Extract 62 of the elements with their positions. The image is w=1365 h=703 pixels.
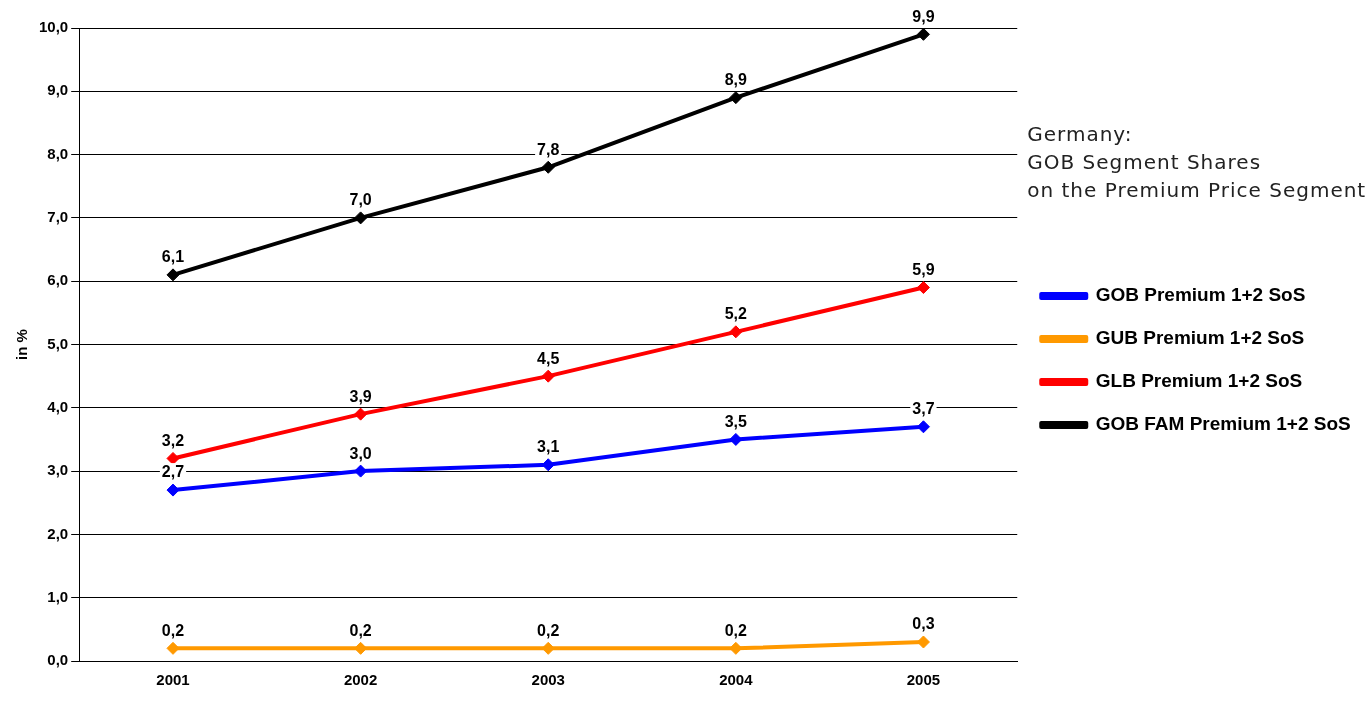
- x-tick-label: 2004: [719, 671, 754, 689]
- point: [354, 641, 368, 655]
- x-tick-label: 2002: [343, 671, 378, 689]
- point: [729, 91, 743, 105]
- data-label: 5,2: [724, 305, 748, 323]
- point: [729, 325, 743, 339]
- data-label: 0,2: [349, 621, 372, 639]
- y-tick-label: 3,0: [47, 461, 69, 479]
- legend-label: GUB Premium 1+2 SoS: [1095, 327, 1305, 349]
- point: [166, 268, 180, 282]
- y-axis-title: in %: [13, 329, 31, 360]
- data-label: 6,1: [161, 248, 185, 266]
- data-label: 3,9: [349, 387, 372, 405]
- point: [166, 451, 180, 465]
- point: [916, 420, 930, 434]
- data-label: 3,2: [161, 431, 185, 449]
- y-tick-label: 6,0: [47, 271, 69, 289]
- data-label: 0,3: [912, 615, 935, 633]
- y-tick-label: 8,0: [47, 144, 69, 162]
- point: [541, 369, 555, 383]
- y-tick-label: 9,0: [47, 81, 69, 99]
- x-tick-label: 2003: [531, 671, 565, 689]
- x-tick-label: 2001: [156, 671, 190, 689]
- text: Germany: GOB Segment Shares on the Premium Price Segment: [1027, 121, 1365, 204]
- data-label: 9,9: [912, 7, 935, 25]
- y-tick-label: 1,0: [47, 587, 69, 605]
- data-label: 7,8: [537, 140, 560, 158]
- y-tick-label: 4,0: [47, 397, 69, 415]
- legend-label: GOB FAM Premium 1+2 SoS: [1095, 413, 1351, 435]
- data-label: 3,0: [349, 444, 372, 462]
- point: [354, 211, 368, 225]
- point: [916, 281, 930, 295]
- data-label: 7,0: [349, 191, 372, 209]
- x-tick-label: 2005: [906, 671, 941, 689]
- y-tick-label: 0,0: [47, 651, 69, 669]
- point: [541, 641, 555, 655]
- point: [729, 432, 743, 446]
- y-tick-label: 2,0: [47, 524, 69, 542]
- point: [354, 407, 368, 421]
- data-label: 5,9: [912, 260, 935, 278]
- point: [354, 464, 368, 478]
- data-label: 3,7: [912, 400, 935, 418]
- data-label: 4,5: [537, 349, 560, 367]
- point: [541, 160, 555, 174]
- data-label: 0,2: [537, 621, 560, 639]
- legend-label: GOB Premium 1+2 SoS: [1095, 284, 1306, 306]
- y-tick-label: 10,0: [38, 18, 69, 36]
- point: [166, 641, 180, 655]
- legend-label: GLB Premium 1+2 SoS: [1095, 370, 1303, 392]
- data-label: 8,9: [724, 71, 748, 89]
- y-tick-label: 5,0: [47, 334, 69, 352]
- point: [916, 635, 930, 649]
- point: [541, 458, 555, 472]
- data-label: 0,2: [724, 621, 748, 639]
- data-label: 2,7: [161, 463, 185, 481]
- data-label: 3,5: [724, 412, 748, 430]
- y-tick-label: 7,0: [47, 208, 69, 226]
- data-label: 3,1: [537, 438, 560, 456]
- point: [916, 27, 930, 41]
- point: [166, 483, 180, 497]
- data-label: 0,2: [161, 621, 185, 639]
- point: [729, 641, 743, 655]
